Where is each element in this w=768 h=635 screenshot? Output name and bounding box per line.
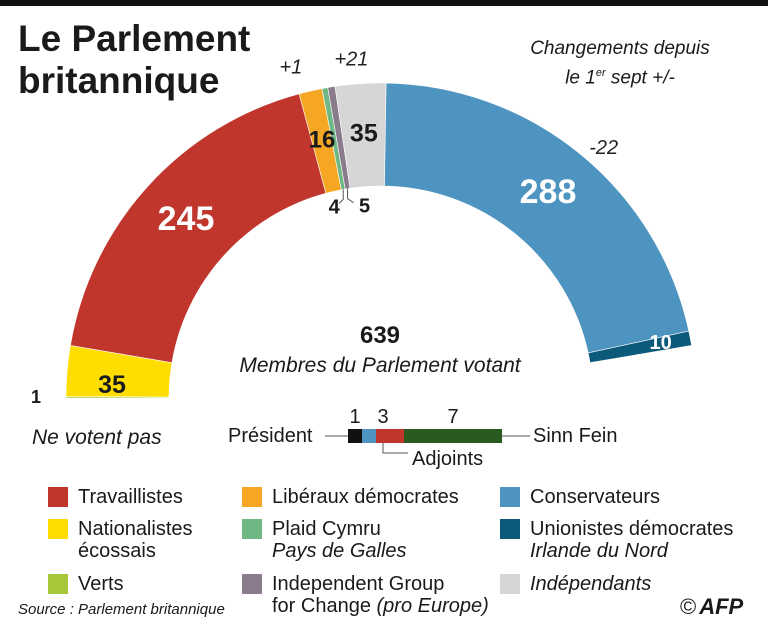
- change-conservateurs: -22: [589, 137, 618, 159]
- sub-bar-value-adjoints: 3: [377, 406, 388, 428]
- legend-swatch-plaid: [242, 519, 262, 539]
- legend-sublabel-tig: for Change (pro Europe): [272, 595, 489, 617]
- total-seats-label: Membres du Parlement votant: [239, 354, 521, 377]
- arc-segment-conservateurs: [384, 82, 690, 354]
- non-voting-label: Ne votent pas: [32, 426, 162, 449]
- legend-sublabel-dup: Irlande du Nord: [530, 540, 668, 562]
- legend-label-independent: Indépendants: [530, 573, 652, 595]
- label-verts: 1: [31, 387, 41, 407]
- changes-note: Changements depuis le 1er sept +/-: [530, 36, 710, 90]
- leader-independent-group: [347, 188, 354, 204]
- changes-note-line-2: le 1er sept +/-: [530, 61, 710, 90]
- change-independants: +21: [334, 49, 368, 71]
- legend-swatch-libdem: [242, 487, 262, 507]
- leader-adjoints: [382, 443, 408, 454]
- afp-wordmark: AFP: [699, 594, 744, 619]
- legend-swatch-snp: [48, 519, 68, 539]
- leader-plaid-cymru: [338, 189, 344, 204]
- sub-bar-sinn-fein: [404, 429, 502, 443]
- legend-label-dup: Unionistes démocrates: [530, 518, 734, 540]
- legend-swatch-independent: [500, 574, 520, 594]
- legend-sublabel-plaid: Pays de Galles: [272, 540, 407, 562]
- legend-swatch-labour: [48, 487, 68, 507]
- title-line-1: Le Parlement: [18, 18, 251, 59]
- title-line-2: britannique: [18, 60, 220, 101]
- sub-bar-adjoint-1: [362, 429, 376, 443]
- label-travaillistes: 245: [158, 200, 215, 238]
- total-seats: 639: [359, 322, 401, 349]
- arc-segment-unionistes-democrates: [587, 330, 692, 363]
- label-conservateurs: 288: [520, 173, 577, 211]
- sub-bar-adjoint-2: [376, 429, 390, 443]
- legend-item-labour: Travaillistes: [78, 486, 183, 508]
- changes-note-suffix: sept +/-: [605, 67, 675, 89]
- top-rule: [0, 0, 768, 6]
- legend-item-independent: Indépendants: [530, 573, 651, 595]
- changes-note-sup: er: [595, 67, 606, 79]
- change-liberaux-democrates: +1: [280, 56, 303, 78]
- legend-label-snp: Nationalistes: [78, 518, 193, 540]
- legend-sublabel-snp: écossais: [78, 540, 156, 562]
- deputies-label: Adjoints: [412, 448, 484, 470]
- label-independants: 35: [350, 120, 378, 148]
- legend-label-plaid: Plaid Cymru: [272, 518, 381, 540]
- legend-item-libdem: Libéraux démocrates: [272, 486, 459, 508]
- legend-swatch-conservative: [500, 487, 520, 507]
- legend-swatch-dup: [500, 519, 520, 539]
- speaker-label: Président: [228, 425, 313, 447]
- legend-item-tig: Independent Group for Change (pro Europe): [272, 573, 489, 617]
- legend-item-green: Verts: [78, 573, 124, 595]
- arc-segment-travaillistes: [70, 93, 327, 363]
- legend-item-plaid: Plaid Cymru Pays de Galles: [272, 518, 407, 562]
- sub-bar-president: [348, 429, 362, 443]
- changes-note-line-1: Changements depuis: [530, 38, 710, 59]
- legend-item-dup: Unionistes démocrates Irlande du Nord: [530, 518, 733, 562]
- legend-label-libdem: Libéraux démocrates: [272, 486, 459, 508]
- changes-note-prefix: le 1: [565, 67, 596, 89]
- sub-bar-adjoint-3: [390, 429, 404, 443]
- legend-label-tig: Independent Group: [272, 573, 445, 595]
- chart-title: Le Parlement britannique: [18, 18, 250, 102]
- legend-item-conservative: Conservateurs: [530, 486, 660, 508]
- copyright-symbol: ©: [680, 594, 697, 619]
- label-nationalistes-ecossais: 35: [98, 371, 126, 399]
- legend-swatch-green: [48, 574, 68, 594]
- afp-logo: © AFP: [680, 594, 743, 620]
- label-liberaux-democrates: 16: [309, 127, 336, 154]
- legend-item-snp: Nationalistes écossais: [78, 518, 193, 562]
- label-plaid-cymru: 4: [329, 196, 341, 218]
- sub-bar-value-president: 1: [349, 406, 360, 428]
- label-unionistes-democrates: 10: [649, 332, 671, 354]
- legend-label-labour: Travaillistes: [78, 486, 183, 508]
- source-note: Source : Parlement britannique: [18, 601, 225, 618]
- label-independent-group: 5: [359, 196, 370, 218]
- legend-label-green: Verts: [78, 573, 124, 595]
- sinnfein-label: Sinn Fein: [533, 425, 618, 447]
- legend-label-conservative: Conservateurs: [530, 486, 661, 508]
- sub-bar-value-sinn-fein: 7: [447, 406, 458, 428]
- legend-swatch-tig: [242, 574, 262, 594]
